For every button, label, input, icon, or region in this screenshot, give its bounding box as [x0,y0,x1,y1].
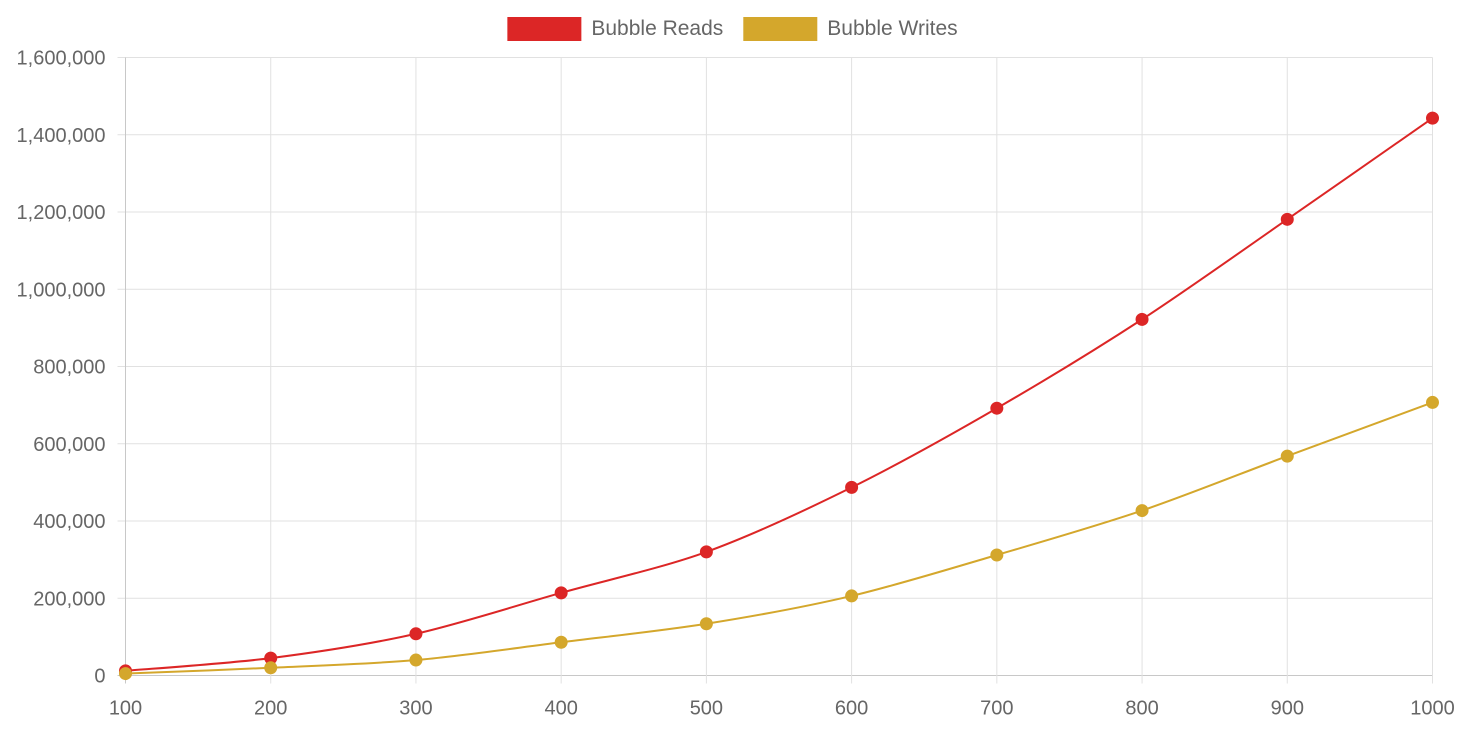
y-tick-label: 1,200,000 [17,202,106,224]
y-tick-label: 600,000 [33,434,105,456]
data-point[interactable] [1135,504,1149,518]
data-point[interactable] [1426,395,1439,409]
y-tick-label: 200,000 [33,588,105,610]
data-point[interactable] [1280,449,1294,463]
data-point[interactable] [264,661,278,675]
data-point[interactable] [119,667,132,681]
data-point[interactable] [699,545,713,559]
data-point[interactable] [845,480,859,494]
data-point[interactable] [845,589,859,603]
legend-label[interactable]: Bubble Writes [827,17,957,40]
data-point[interactable] [554,586,568,600]
y-tick-label: 1,600,000 [17,48,106,70]
x-tick-label: 200 [254,698,287,720]
y-tick-label: 400,000 [33,511,105,533]
data-point[interactable] [990,401,1004,415]
axes: 0 200,000 400,000 600,000 800,000 1,000,000 1,… [17,48,1455,720]
data-point[interactable] [990,548,1004,562]
y-tick-label: 1,400,000 [17,125,106,147]
x-tick-label: 800 [1125,698,1158,720]
y-tick-label: 800,000 [33,357,105,379]
data-point[interactable] [554,635,568,649]
legend: Bubble Reads Bubble Writes [507,17,958,41]
data-point[interactable] [409,653,423,667]
legend-swatch[interactable] [507,17,582,41]
series-line-bubble-writes [125,401,1433,675]
x-tick-label: 100 [109,698,142,720]
data-point[interactable] [1426,111,1439,125]
x-tick-label: 600 [835,698,868,720]
data-point[interactable] [1135,312,1149,326]
y-tick-label: 1,000,000 [17,279,106,301]
x-tick-label: 900 [1271,698,1304,720]
grid [117,57,1433,684]
data-point[interactable] [409,627,423,641]
series-lines [119,111,1439,681]
legend-label[interactable]: Bubble Reads [591,17,723,40]
data-point[interactable] [699,617,713,631]
legend-swatch[interactable] [743,17,818,41]
x-tick-label: 700 [980,698,1013,720]
x-tick-label: 1000 [1410,698,1455,720]
x-tick-label: 500 [690,698,723,720]
x-tick-label: 300 [399,698,432,720]
data-point[interactable] [1280,212,1294,226]
y-tick-label: 0 [94,666,105,688]
x-tick-label: 400 [544,698,577,720]
series-line-bubble-reads [125,117,1434,672]
